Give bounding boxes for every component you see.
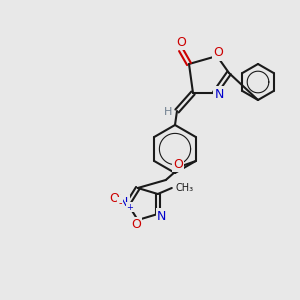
Text: N: N (214, 88, 224, 100)
Text: -: - (118, 198, 122, 208)
Text: N: N (157, 209, 167, 223)
Text: CH₃: CH₃ (176, 183, 194, 193)
Text: O: O (173, 158, 183, 170)
Text: +: + (126, 202, 133, 211)
Text: O: O (213, 46, 223, 59)
Text: H: H (164, 107, 172, 117)
Text: O: O (176, 35, 186, 49)
Text: O: O (131, 218, 141, 232)
Text: N: N (119, 196, 128, 209)
Text: O: O (109, 193, 119, 206)
